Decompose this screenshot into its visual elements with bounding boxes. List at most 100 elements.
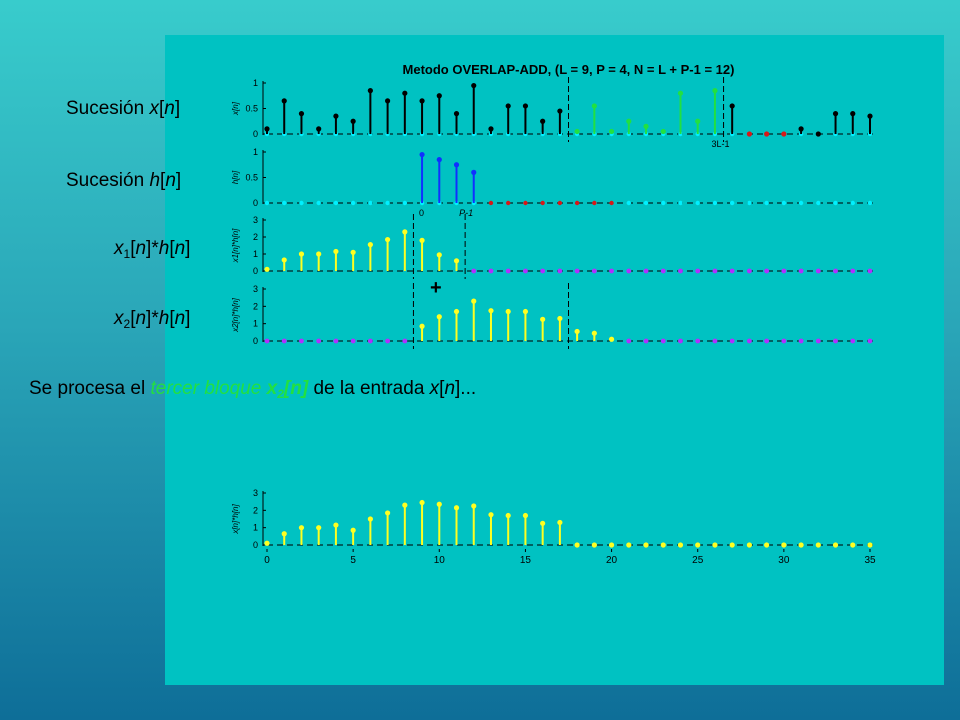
zero-marker bbox=[660, 268, 666, 274]
x-sample-marker bbox=[436, 93, 442, 99]
label-x-sequence: Sucesión x[n] bbox=[66, 98, 181, 119]
y-sample-marker bbox=[660, 542, 666, 548]
h-zero-marker bbox=[350, 200, 356, 206]
h-zero-marker bbox=[402, 200, 408, 206]
zero-marker bbox=[867, 268, 873, 274]
zero-marker bbox=[712, 338, 718, 344]
x-sample-marker bbox=[815, 131, 821, 137]
y-sample-marker bbox=[471, 503, 477, 509]
y-sample-marker bbox=[608, 542, 615, 548]
x-sample-marker bbox=[867, 113, 873, 119]
y-sample-marker bbox=[281, 531, 287, 537]
x-sample-marker bbox=[850, 111, 856, 117]
zero-marker bbox=[781, 338, 787, 344]
x2h-sample-marker bbox=[540, 316, 546, 322]
y-sample-marker bbox=[367, 516, 373, 522]
x-sample-marker bbox=[298, 111, 305, 117]
y-axis-label: h[n] bbox=[231, 170, 240, 184]
x-sample-marker bbox=[591, 103, 597, 109]
y-tick-label: 2 bbox=[253, 232, 258, 242]
y-sample-marker bbox=[729, 542, 735, 548]
x2h-sample-marker bbox=[522, 308, 529, 315]
x-tick-label: 5 bbox=[350, 555, 356, 566]
x-sample-marker bbox=[471, 82, 477, 89]
y-sample-marker bbox=[626, 542, 632, 548]
x2h-sample-marker bbox=[453, 308, 460, 315]
y-sample-marker bbox=[505, 512, 511, 519]
h-zero-marker bbox=[264, 200, 270, 206]
x-tick-label: 0 bbox=[264, 555, 270, 566]
x-sample-marker bbox=[729, 103, 735, 109]
x-sample-marker bbox=[505, 103, 511, 109]
h-zero-marker bbox=[712, 200, 718, 206]
x-sample-marker bbox=[281, 98, 287, 104]
zero-marker bbox=[798, 338, 804, 344]
y-sample-marker bbox=[333, 522, 339, 528]
chart-title: Metodo OVERLAP-ADD, (L = 9, P = 4, N = L… bbox=[403, 62, 735, 77]
zero-marker bbox=[505, 268, 511, 274]
x-sample-marker bbox=[746, 131, 753, 137]
h-zero-marker bbox=[609, 200, 614, 206]
zero-marker bbox=[643, 268, 649, 274]
y-sample-marker bbox=[850, 542, 856, 548]
zero-marker bbox=[747, 268, 752, 274]
zero-marker bbox=[574, 268, 580, 274]
x-sample-marker bbox=[540, 118, 546, 124]
x1h-sample-marker bbox=[419, 237, 425, 243]
zero-marker bbox=[678, 268, 683, 274]
zero-marker bbox=[833, 338, 838, 344]
x-tick-label: 10 bbox=[434, 555, 446, 566]
x1h-sample-marker bbox=[350, 249, 356, 255]
zero-marker bbox=[402, 338, 408, 344]
x1h-sample-marker bbox=[436, 252, 442, 258]
y-sample-marker bbox=[712, 542, 718, 548]
y-sample-marker bbox=[402, 502, 408, 508]
y-sample-marker bbox=[453, 505, 460, 511]
x-sample-marker bbox=[333, 113, 339, 119]
caption-sentence: Se procesa el tercer bloque x2[n] de la … bbox=[29, 378, 477, 401]
zero-marker bbox=[747, 338, 752, 344]
h-zero-marker bbox=[626, 200, 631, 206]
x1h-sample-marker bbox=[316, 251, 322, 257]
h-sample-marker bbox=[471, 169, 477, 175]
zero-marker bbox=[643, 338, 649, 344]
x-sample-marker bbox=[660, 128, 666, 135]
y-axis-label: x[n]*h[n] bbox=[231, 504, 240, 535]
x-tick-label: 35 bbox=[864, 555, 876, 566]
x2h-sample-marker bbox=[419, 323, 425, 329]
y-tick-label: 2 bbox=[253, 505, 258, 515]
y-tick-label: 0 bbox=[253, 540, 258, 550]
y-tick-label: 0 bbox=[253, 336, 258, 346]
zero-marker bbox=[385, 338, 390, 344]
zero-marker bbox=[660, 338, 666, 344]
h-zero-marker bbox=[506, 200, 511, 206]
y-sample-marker bbox=[591, 542, 597, 548]
zero-marker bbox=[316, 338, 322, 344]
h-zero-marker bbox=[385, 200, 390, 206]
x-sample-marker bbox=[781, 131, 787, 137]
h-zero-marker bbox=[661, 200, 666, 206]
x1h-sample-marker bbox=[402, 229, 408, 235]
x-sample-marker bbox=[385, 98, 391, 104]
h-sample-marker bbox=[419, 151, 425, 158]
zero-marker bbox=[729, 268, 735, 274]
x-sample-marker bbox=[264, 126, 270, 132]
zero-marker bbox=[781, 268, 787, 274]
zero-marker bbox=[626, 268, 632, 274]
y-tick-label: 3 bbox=[253, 488, 258, 498]
zero-marker bbox=[471, 268, 477, 274]
y-sample-marker bbox=[522, 512, 529, 519]
x-sample-marker bbox=[453, 111, 460, 117]
x1h-sample-marker bbox=[264, 266, 270, 272]
x1h-sample-marker bbox=[367, 242, 373, 248]
h-zero-marker bbox=[333, 200, 339, 206]
y-sample-marker bbox=[832, 542, 839, 548]
x-sample-marker bbox=[350, 118, 356, 124]
zero-marker bbox=[350, 338, 356, 344]
h-zero-marker bbox=[592, 200, 597, 206]
x1h-sample-marker bbox=[333, 248, 339, 255]
y-sample-marker bbox=[867, 542, 873, 548]
label-x2-conv-h: x2[n]*h[n] bbox=[114, 308, 191, 331]
zero-marker bbox=[695, 268, 701, 274]
x-sample-marker bbox=[764, 131, 770, 137]
